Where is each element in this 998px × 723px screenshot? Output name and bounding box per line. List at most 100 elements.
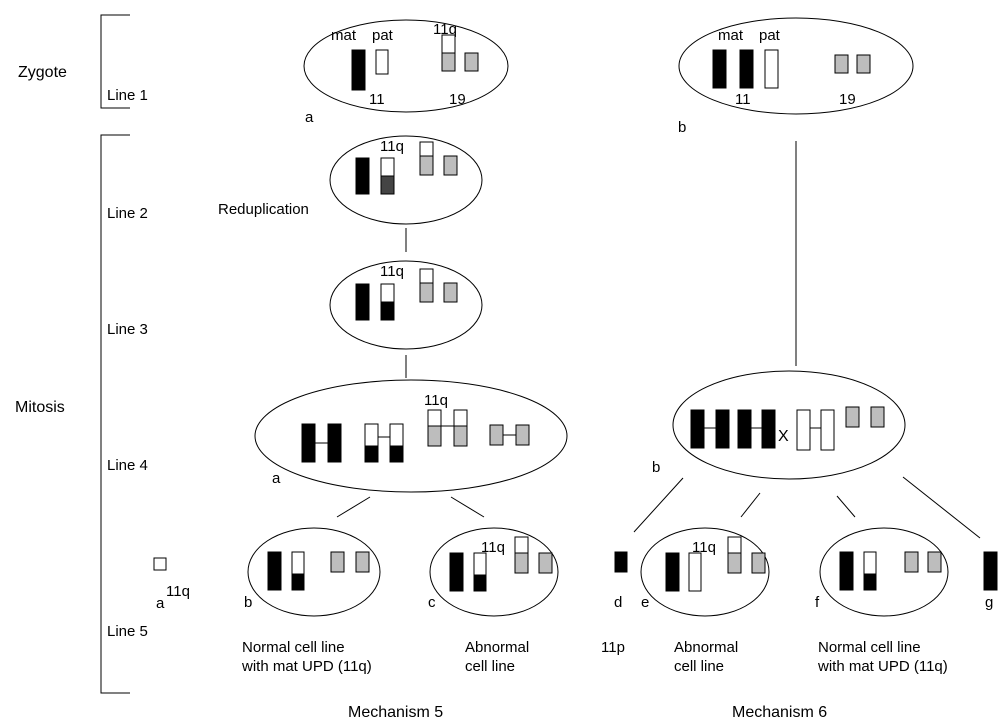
- connector-m6-l4-f: [836, 495, 856, 518]
- m6-line4-letter: b: [652, 459, 660, 476]
- cell-outline: [329, 135, 483, 225]
- line-3-label: Line 3: [107, 321, 148, 338]
- maternal-chr11: [839, 551, 854, 591]
- m5-line5-cell-b: [247, 527, 381, 617]
- 11q-legend: 11q a: [153, 557, 190, 612]
- cell-outline: [303, 19, 509, 113]
- paternal-chr11-top: [291, 551, 305, 575]
- cell-outline: [672, 370, 906, 480]
- pat-label: pat: [759, 27, 781, 44]
- chr19: [489, 424, 504, 446]
- paternal-chr11-top: [863, 551, 877, 575]
- chr19: [443, 282, 458, 303]
- maternal-chromatid: [301, 423, 316, 463]
- m5-line2-cell: 11q: [329, 135, 483, 225]
- m6-line5-letter-d: d: [614, 594, 622, 611]
- maternal-11q-segment: [380, 301, 395, 321]
- paternal-chr11-top: [380, 157, 395, 177]
- m6-normal-caption-1: Normal cell line: [818, 639, 921, 656]
- connector-m6-l4-e: [740, 492, 761, 518]
- m6-line5-letter-f: f: [815, 594, 820, 611]
- chr19: [355, 551, 370, 573]
- maternal-11q-segment: [291, 573, 305, 591]
- 11q-fragment: [514, 536, 529, 554]
- cell-outline: [678, 17, 914, 115]
- paternal-chr11-top: [473, 552, 487, 576]
- 11q-fragment: [427, 409, 442, 427]
- zygote-bracket: [100, 14, 130, 109]
- cell-outline: [329, 260, 483, 350]
- cell-outline: [819, 527, 949, 617]
- m6-zygote-letter: b: [678, 119, 686, 136]
- m6-line5-letter-e: e: [641, 594, 649, 611]
- paternal-chr11: [764, 49, 779, 89]
- chr19: [845, 406, 860, 428]
- 11q-label: 11q: [424, 392, 448, 409]
- m6-line5-cell-e: 11q: [640, 527, 770, 617]
- mitosis-bracket: [100, 134, 130, 694]
- maternal-chr11: [355, 283, 370, 321]
- chr11-number: 11: [369, 91, 385, 108]
- chr19: [904, 551, 919, 573]
- maternal-chr11-trisomic: [739, 49, 754, 89]
- m5-normal-caption-2: with mat UPD (11q): [241, 658, 372, 675]
- m5-abnormal-caption-2: cell line: [465, 658, 515, 675]
- chr19: [464, 52, 479, 72]
- mechanism-5-title: Mechanism 5: [348, 704, 443, 721]
- m5-normal-caption-1: Normal cell line: [242, 639, 345, 656]
- maternal-chromatid: [690, 409, 705, 449]
- 11q-fragment: [419, 268, 434, 284]
- maternal-chromatid: [737, 409, 752, 449]
- connector-m5-l4-c: [450, 496, 485, 518]
- cell-outline: [429, 527, 559, 617]
- mat-label: mat: [718, 27, 744, 44]
- 11q-fragment: [453, 409, 468, 427]
- 11q-label: 11q: [692, 539, 716, 556]
- m5-zygote-letter: a: [305, 109, 314, 126]
- 11q-label: 11q: [433, 21, 457, 38]
- cell-outline: [254, 379, 568, 493]
- m5-line3-cell: 11q: [329, 260, 483, 350]
- m5-zygote-cell: mat pat 11q 11 19: [303, 19, 509, 113]
- chr19: [515, 424, 530, 446]
- chr19: [443, 155, 458, 176]
- chr19-with-11q: [419, 282, 434, 303]
- chr19-number: 19: [449, 91, 466, 108]
- chr19-with-11q: [514, 552, 529, 574]
- maternal-chr11: [351, 49, 366, 91]
- maternal-chr11-lost: [983, 551, 998, 591]
- m5-abnormal-caption-1: Abnormal: [465, 639, 529, 656]
- chr19-number: 19: [839, 91, 856, 108]
- chr19: [834, 54, 849, 74]
- paternal-chromatid: [364, 423, 379, 447]
- pat-label: pat: [372, 27, 394, 44]
- maternal-11q-segment: [389, 445, 404, 463]
- chr19: [538, 552, 553, 574]
- 11q-fragment: [441, 34, 456, 54]
- 11q-legend-box: [153, 557, 167, 571]
- 11q-label: 11q: [481, 539, 505, 556]
- m5-line5-cell-c: 11q: [429, 527, 559, 617]
- 11q-fragment: [419, 141, 434, 157]
- 11q-label: 11q: [380, 263, 404, 280]
- maternal-11q-segment: [863, 573, 877, 591]
- paternal-chromatid: [820, 409, 835, 451]
- chr11-number: 11: [735, 91, 751, 108]
- 11q-label: 11q: [380, 138, 404, 155]
- maternal-chr11: [449, 552, 464, 592]
- maternal-11q-segment: [364, 445, 379, 463]
- maternal-11q-segment: [473, 574, 487, 592]
- chr19-with-11q: [419, 155, 434, 176]
- zygote-label: Zygote: [18, 64, 67, 81]
- chr19: [856, 54, 871, 74]
- nondisjunction-x: X: [778, 428, 789, 445]
- m6-abnormal-caption-2: cell line: [674, 658, 724, 675]
- reduplication-label: Reduplication: [218, 201, 309, 218]
- connector-m6-l4-g: [902, 476, 981, 539]
- m5-line5-letter-c: c: [428, 594, 436, 611]
- chr19: [927, 551, 942, 573]
- chr19: [870, 406, 885, 428]
- 11p-fragment: [614, 551, 628, 573]
- maternal-chr11: [712, 49, 727, 89]
